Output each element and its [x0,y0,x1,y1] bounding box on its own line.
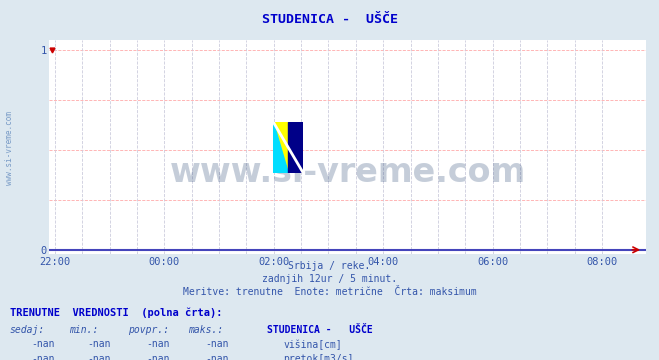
Text: -nan: -nan [206,354,229,360]
Text: povpr.:: povpr.: [129,325,169,335]
Text: -nan: -nan [206,339,229,350]
Text: Srbija / reke.: Srbija / reke. [289,261,370,271]
Polygon shape [273,122,289,173]
Text: -nan: -nan [31,354,55,360]
Text: STUDENICA -   UŠČE: STUDENICA - UŠČE [267,325,372,335]
Text: -nan: -nan [87,339,111,350]
Text: zadnjih 12ur / 5 minut.: zadnjih 12ur / 5 minut. [262,274,397,284]
Text: STUDENICA -  UŠČE: STUDENICA - UŠČE [262,13,397,26]
Text: sedaj:: sedaj: [10,325,45,335]
Polygon shape [289,122,303,173]
Text: Meritve: trenutne  Enote: metrične  Črta: maksimum: Meritve: trenutne Enote: metrične Črta: … [183,287,476,297]
Text: pretok[m3/s]: pretok[m3/s] [283,354,354,360]
Text: -nan: -nan [31,339,55,350]
Text: TRENUTNE  VREDNOSTI  (polna črta):: TRENUTNE VREDNOSTI (polna črta): [10,308,222,318]
Text: maks.:: maks.: [188,325,223,335]
Text: -nan: -nan [146,339,170,350]
Text: www.si-vreme.com: www.si-vreme.com [169,156,526,189]
Text: -nan: -nan [146,354,170,360]
Text: min.:: min.: [69,325,99,335]
Text: www.si-vreme.com: www.si-vreme.com [5,111,14,185]
Text: -nan: -nan [87,354,111,360]
Polygon shape [273,122,289,173]
Text: višina[cm]: višina[cm] [283,339,342,350]
